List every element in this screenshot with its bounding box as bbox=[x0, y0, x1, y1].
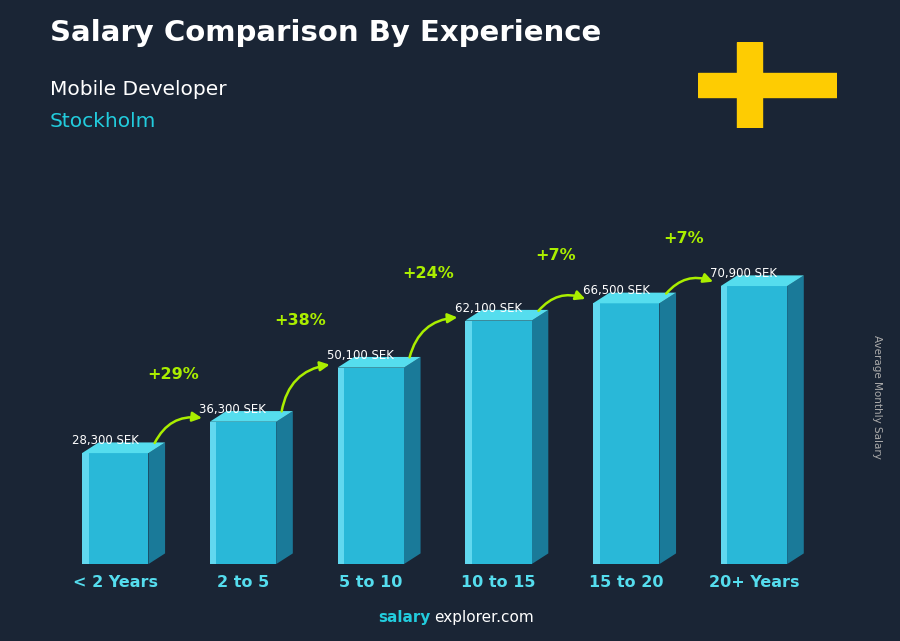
Polygon shape bbox=[660, 293, 676, 564]
Polygon shape bbox=[210, 411, 292, 422]
Bar bbox=[736, 42, 761, 128]
Bar bbox=[338, 368, 404, 564]
Bar bbox=[210, 422, 216, 564]
Text: salary: salary bbox=[378, 610, 430, 625]
Polygon shape bbox=[593, 293, 676, 303]
Bar bbox=[721, 286, 727, 564]
Text: Average Monthly Salary: Average Monthly Salary bbox=[872, 335, 883, 460]
Bar bbox=[338, 368, 344, 564]
Text: Salary Comparison By Experience: Salary Comparison By Experience bbox=[50, 19, 601, 47]
Text: 70,900 SEK: 70,900 SEK bbox=[710, 267, 778, 280]
Polygon shape bbox=[276, 411, 292, 564]
Polygon shape bbox=[148, 442, 165, 564]
Polygon shape bbox=[82, 442, 165, 453]
Polygon shape bbox=[532, 310, 548, 564]
Bar bbox=[82, 453, 89, 564]
Text: +24%: +24% bbox=[402, 265, 454, 281]
Polygon shape bbox=[465, 310, 548, 320]
Bar bbox=[698, 72, 837, 97]
Bar bbox=[721, 286, 788, 564]
Bar bbox=[465, 320, 532, 564]
Text: 50,100 SEK: 50,100 SEK bbox=[327, 349, 394, 362]
Polygon shape bbox=[788, 276, 804, 564]
Text: Stockholm: Stockholm bbox=[50, 112, 156, 131]
Text: explorer.com: explorer.com bbox=[434, 610, 534, 625]
Bar bbox=[210, 422, 276, 564]
Bar bbox=[593, 303, 660, 564]
Polygon shape bbox=[721, 276, 804, 286]
Text: +38%: +38% bbox=[274, 313, 327, 328]
Text: 28,300 SEK: 28,300 SEK bbox=[72, 434, 139, 447]
Text: 36,300 SEK: 36,300 SEK bbox=[199, 403, 266, 416]
Polygon shape bbox=[404, 357, 420, 564]
Text: +29%: +29% bbox=[147, 367, 199, 382]
Bar bbox=[465, 320, 472, 564]
Text: +7%: +7% bbox=[663, 231, 704, 246]
Text: 62,100 SEK: 62,100 SEK bbox=[454, 301, 522, 315]
Text: 66,500 SEK: 66,500 SEK bbox=[582, 285, 650, 297]
Text: +7%: +7% bbox=[536, 248, 576, 263]
Bar bbox=[82, 453, 148, 564]
Polygon shape bbox=[338, 357, 420, 368]
Text: Mobile Developer: Mobile Developer bbox=[50, 80, 226, 99]
Bar bbox=[593, 303, 599, 564]
